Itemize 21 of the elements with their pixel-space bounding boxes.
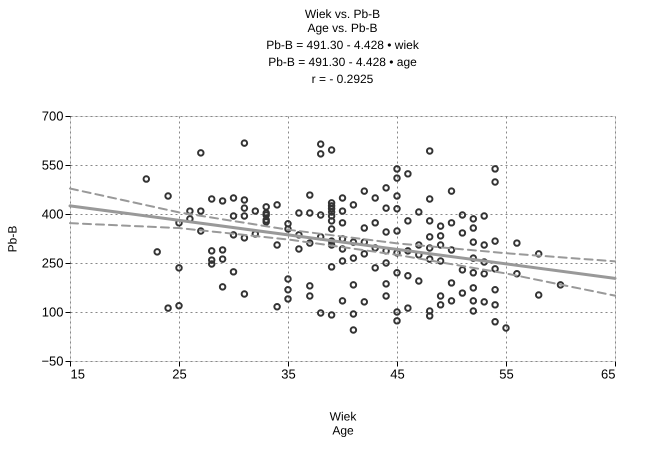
y-tick-label: 550 <box>42 158 64 172</box>
y-tick-label: 400 <box>42 206 64 222</box>
y-tick-label: 250 <box>42 256 64 270</box>
chart-subtitle: Age vs. Pb-B <box>307 21 378 35</box>
line-series <box>69 222 616 297</box>
y-tick-label: 100 <box>42 304 64 320</box>
y-tick-label: 700 <box>42 108 64 124</box>
x-tick-label: 35 <box>281 366 296 382</box>
x-tick-label: 65 <box>601 366 616 382</box>
y-axis-title: Pb-B <box>5 226 20 252</box>
x-tick-label: 15 <box>70 366 85 382</box>
y-tick-label: −50 <box>41 354 64 368</box>
chart-title: Wiek vs. Pb-B <box>304 7 380 21</box>
text: Pb-B = 491.30 - 4.428 • age <box>268 55 418 69</box>
text: Pb-B = 491.30 - 4.428 • wiek <box>266 38 420 52</box>
line-series <box>69 188 616 262</box>
x-tick-label: 25 <box>172 366 187 382</box>
x-axis-title: Wiek Age <box>330 410 358 438</box>
text: r = - 0.2925 <box>312 72 374 86</box>
x-tick-label: 55 <box>499 366 514 382</box>
x-tick-label: 45 <box>390 366 405 382</box>
